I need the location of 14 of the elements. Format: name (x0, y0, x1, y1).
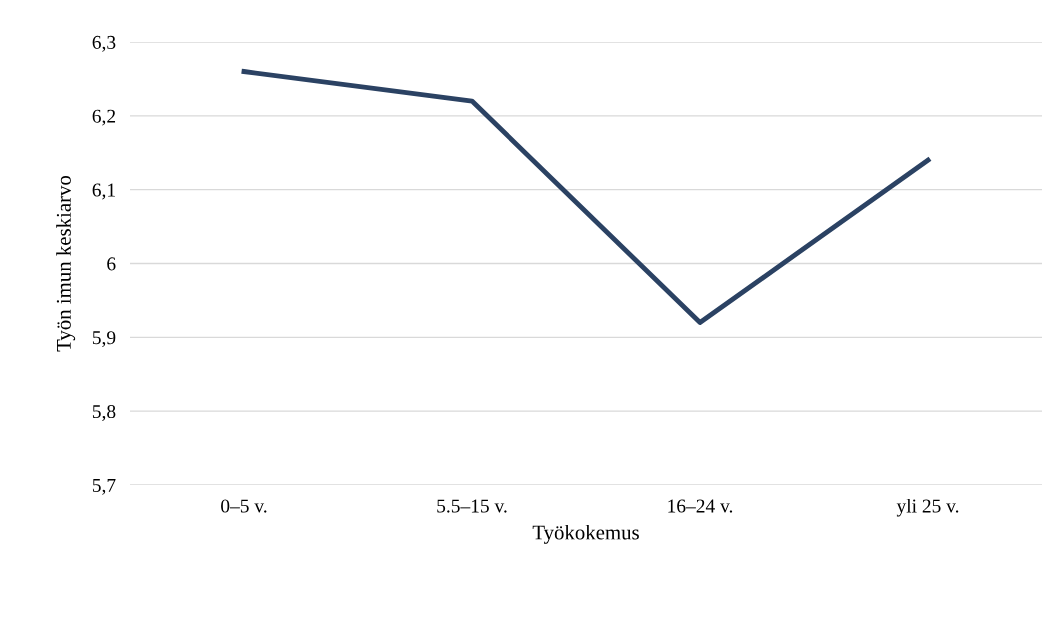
y-tick-label: 6 (107, 257, 116, 271)
y-tick-label: 6,3 (92, 35, 116, 52)
x-axis-title: Työkokemus (532, 524, 639, 544)
x-tick-label: 0–5 v. (221, 499, 267, 513)
y-tick-label: 5,8 (92, 404, 116, 421)
y-tick-label: 6,2 (92, 109, 116, 126)
x-tick-label: yli 25 v. (896, 498, 959, 517)
x-tick-label: 16–24 v. (668, 499, 733, 513)
y-tick-label: 6,1 (92, 183, 115, 200)
y-tick-label: 5,7 (92, 479, 116, 495)
y-axis-title: Työn imun keskiarvo (56, 175, 76, 352)
y-tick-label: 5,9 (92, 331, 116, 348)
x-tick-label: 5.5–15 v. (437, 499, 507, 513)
line-series (241, 69, 931, 325)
